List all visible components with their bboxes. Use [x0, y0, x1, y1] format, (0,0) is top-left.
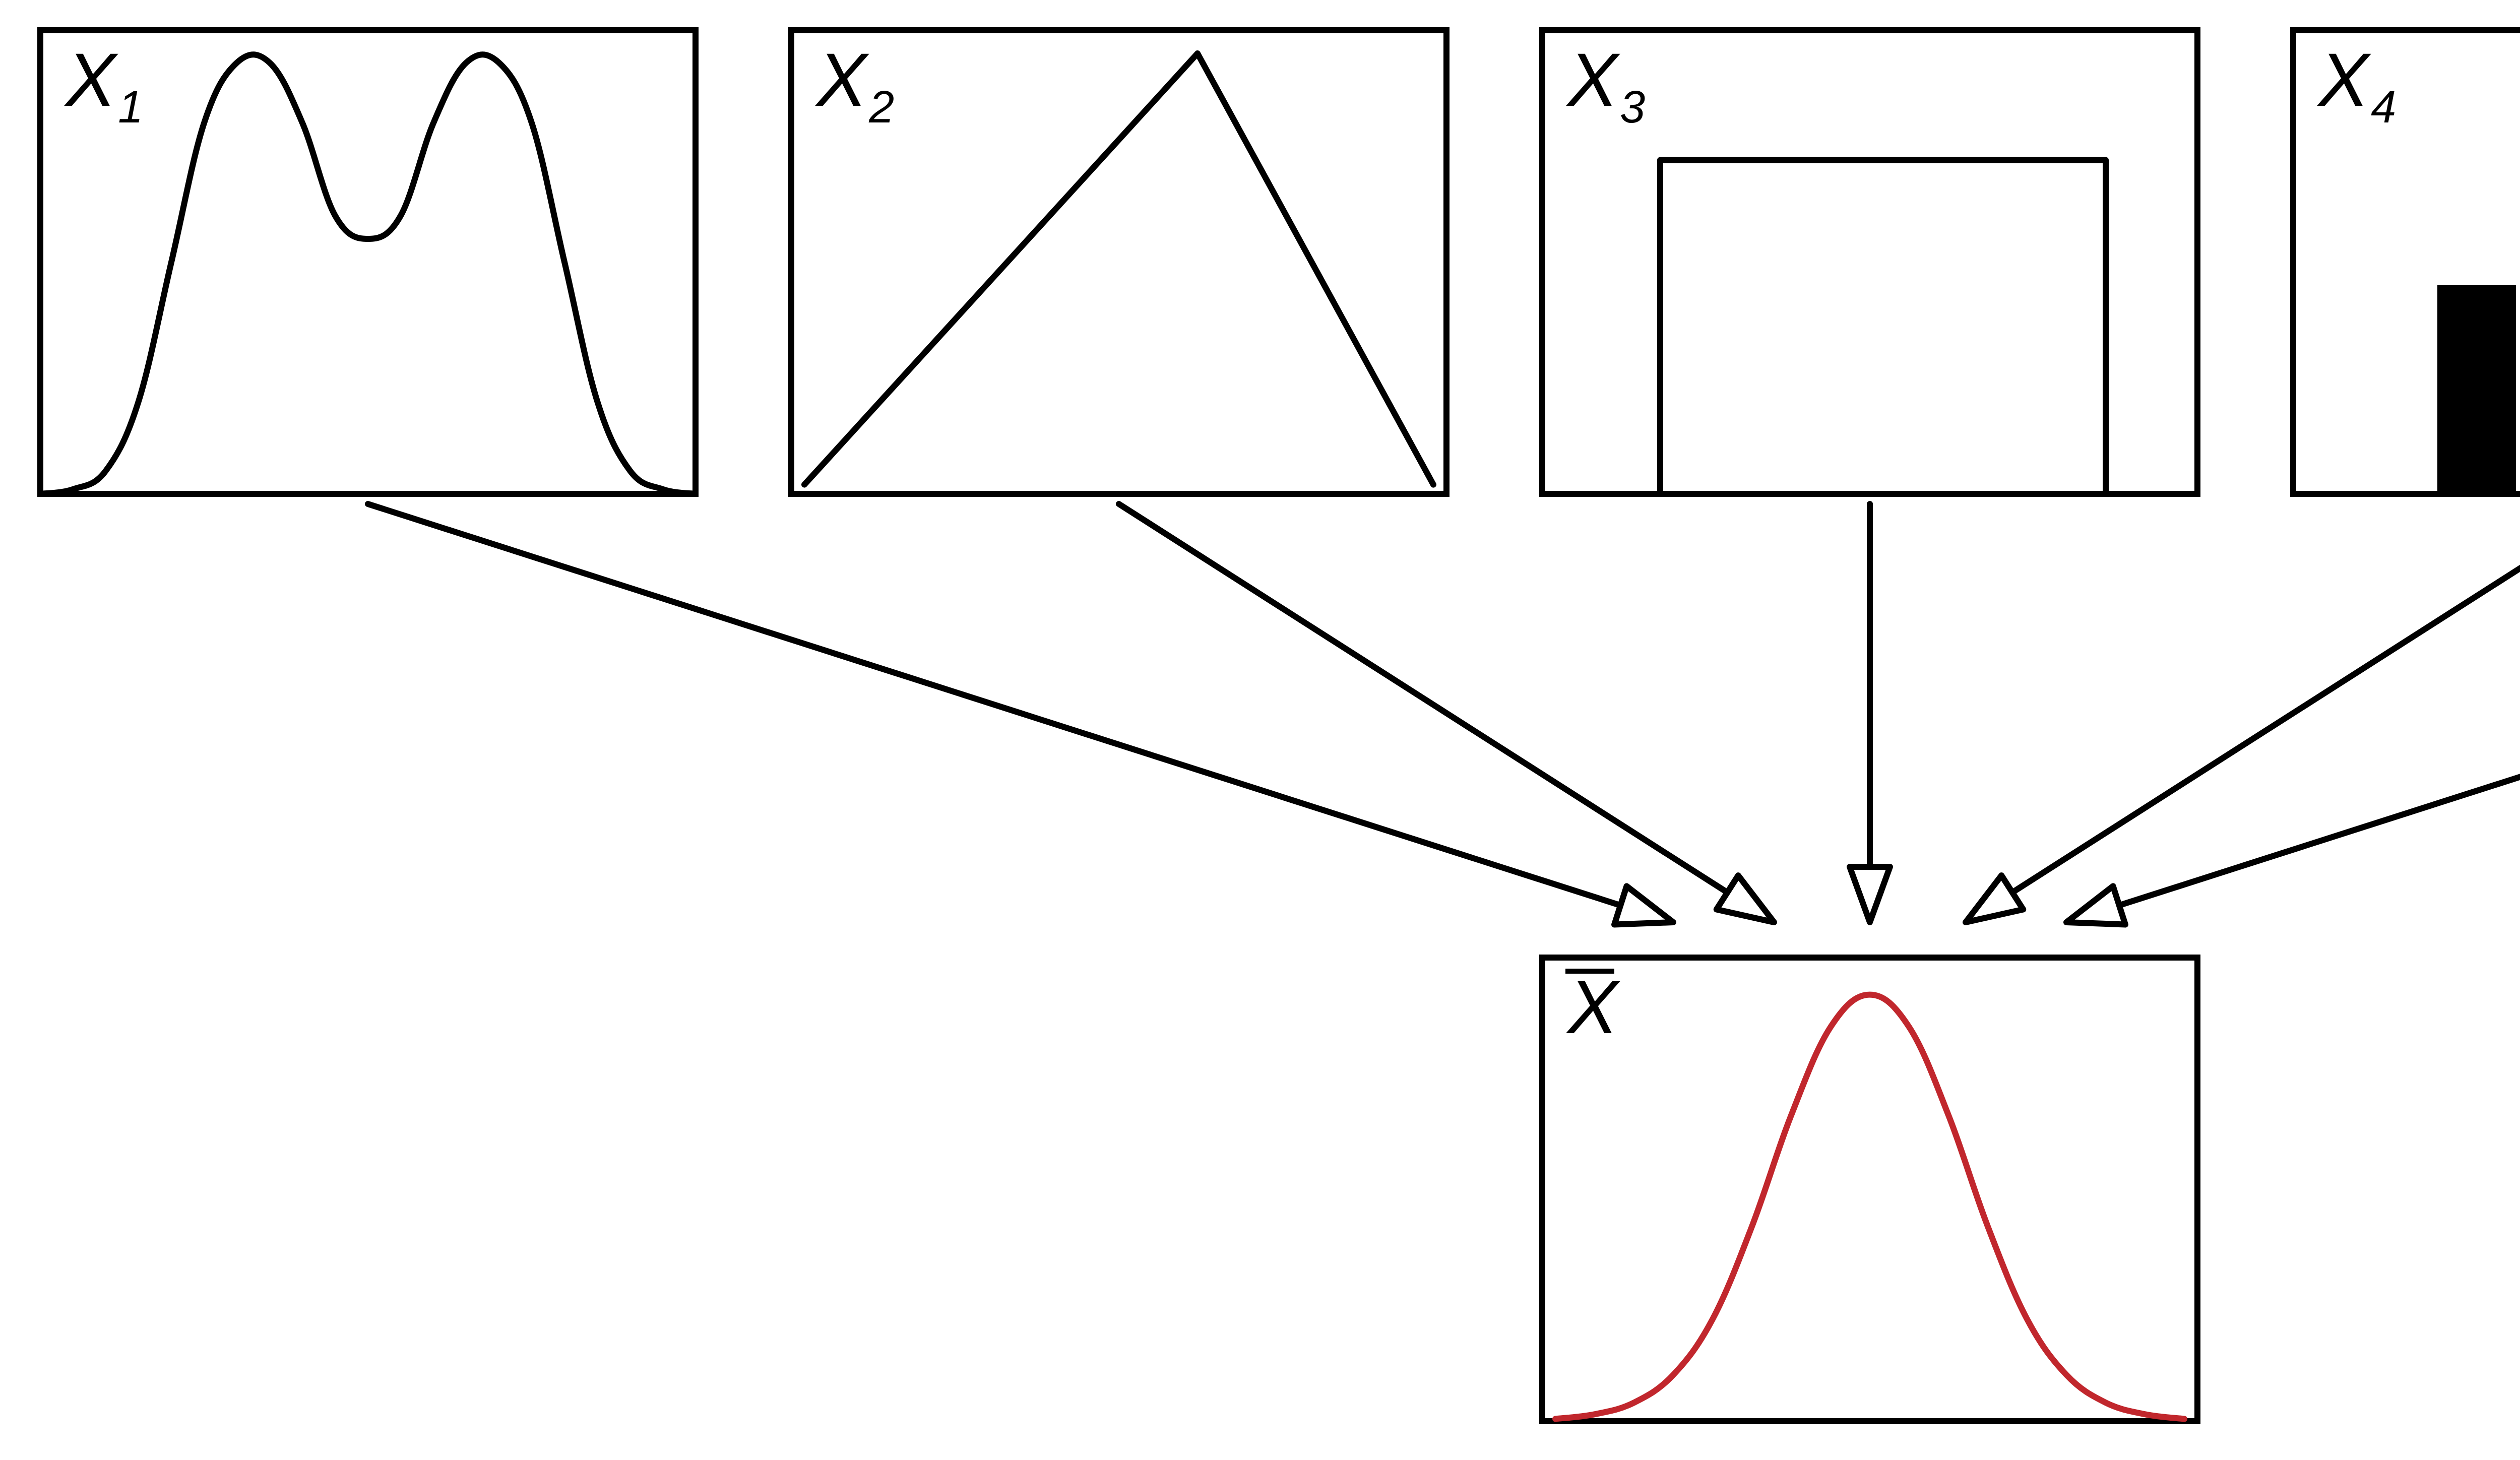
distribution-curve: [1660, 160, 2106, 494]
panel-border: [1542, 958, 2197, 1421]
panel-label: X1: [64, 37, 143, 133]
distribution-curve: [1555, 995, 2184, 1419]
arrow-head-icon: [1614, 886, 1673, 924]
arrow-1: [368, 504, 1673, 925]
arrow-shaft: [1119, 504, 1727, 893]
arrow-shaft: [2119, 504, 2520, 905]
panel-label: X4: [2317, 37, 2396, 133]
arrow-head-icon: [1966, 875, 2023, 922]
arrow-4: [1966, 504, 2520, 922]
arrow-head-icon: [1850, 867, 1890, 922]
panel-X3: X3: [1542, 30, 2197, 494]
panel-label: X: [1566, 965, 1620, 1049]
bar: [2437, 285, 2516, 494]
panel-label: X2: [815, 37, 894, 133]
arrow-head-icon: [1717, 875, 1774, 922]
arrow-head-icon: [2066, 886, 2125, 924]
panel-X2: X2: [791, 30, 1446, 494]
panel-X1: X1: [40, 30, 696, 494]
panel-X4: X4: [2293, 30, 2520, 494]
arrow-shaft: [2012, 504, 2520, 893]
distribution-curve: [804, 53, 1433, 485]
panel-label: X3: [1566, 37, 1645, 133]
panel-Xbar: X: [1542, 958, 2197, 1421]
arrow-2: [1119, 504, 1774, 922]
arrow-3: [1850, 504, 1890, 922]
